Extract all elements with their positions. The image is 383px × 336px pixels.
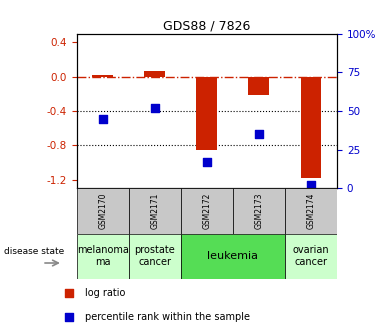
Text: ovarian
cancer: ovarian cancer: [293, 245, 329, 267]
Point: [256, 131, 262, 137]
Point: [204, 159, 210, 165]
Text: disease state: disease state: [4, 247, 64, 256]
Text: leukemia: leukemia: [207, 251, 259, 261]
Text: GSM2174: GSM2174: [306, 193, 316, 229]
Bar: [144, 71, 165, 77]
Text: melanoma
ma: melanoma ma: [77, 245, 129, 267]
Point: [308, 182, 314, 188]
Text: GSM2171: GSM2171: [150, 193, 159, 229]
Point: [65, 290, 72, 296]
Bar: [285, 234, 337, 279]
Point: [100, 116, 106, 121]
Bar: [285, 188, 337, 234]
Point: [65, 314, 72, 319]
Bar: [92, 75, 113, 77]
Bar: [196, 77, 217, 150]
Bar: [233, 188, 285, 234]
Bar: [129, 234, 181, 279]
Point: [152, 105, 158, 111]
Text: percentile rank within the sample: percentile rank within the sample: [85, 312, 250, 322]
Text: GSM2172: GSM2172: [202, 193, 211, 229]
Text: prostate
cancer: prostate cancer: [134, 245, 175, 267]
Text: GSM2173: GSM2173: [254, 193, 264, 229]
Bar: [77, 234, 129, 279]
Text: log ratio: log ratio: [85, 288, 126, 298]
Bar: [181, 188, 233, 234]
Bar: [77, 188, 129, 234]
Bar: [129, 188, 181, 234]
Bar: [181, 234, 285, 279]
Text: GSM2170: GSM2170: [98, 193, 107, 229]
Bar: [249, 77, 269, 95]
Bar: [301, 77, 321, 178]
Title: GDS88 / 7826: GDS88 / 7826: [163, 19, 250, 33]
